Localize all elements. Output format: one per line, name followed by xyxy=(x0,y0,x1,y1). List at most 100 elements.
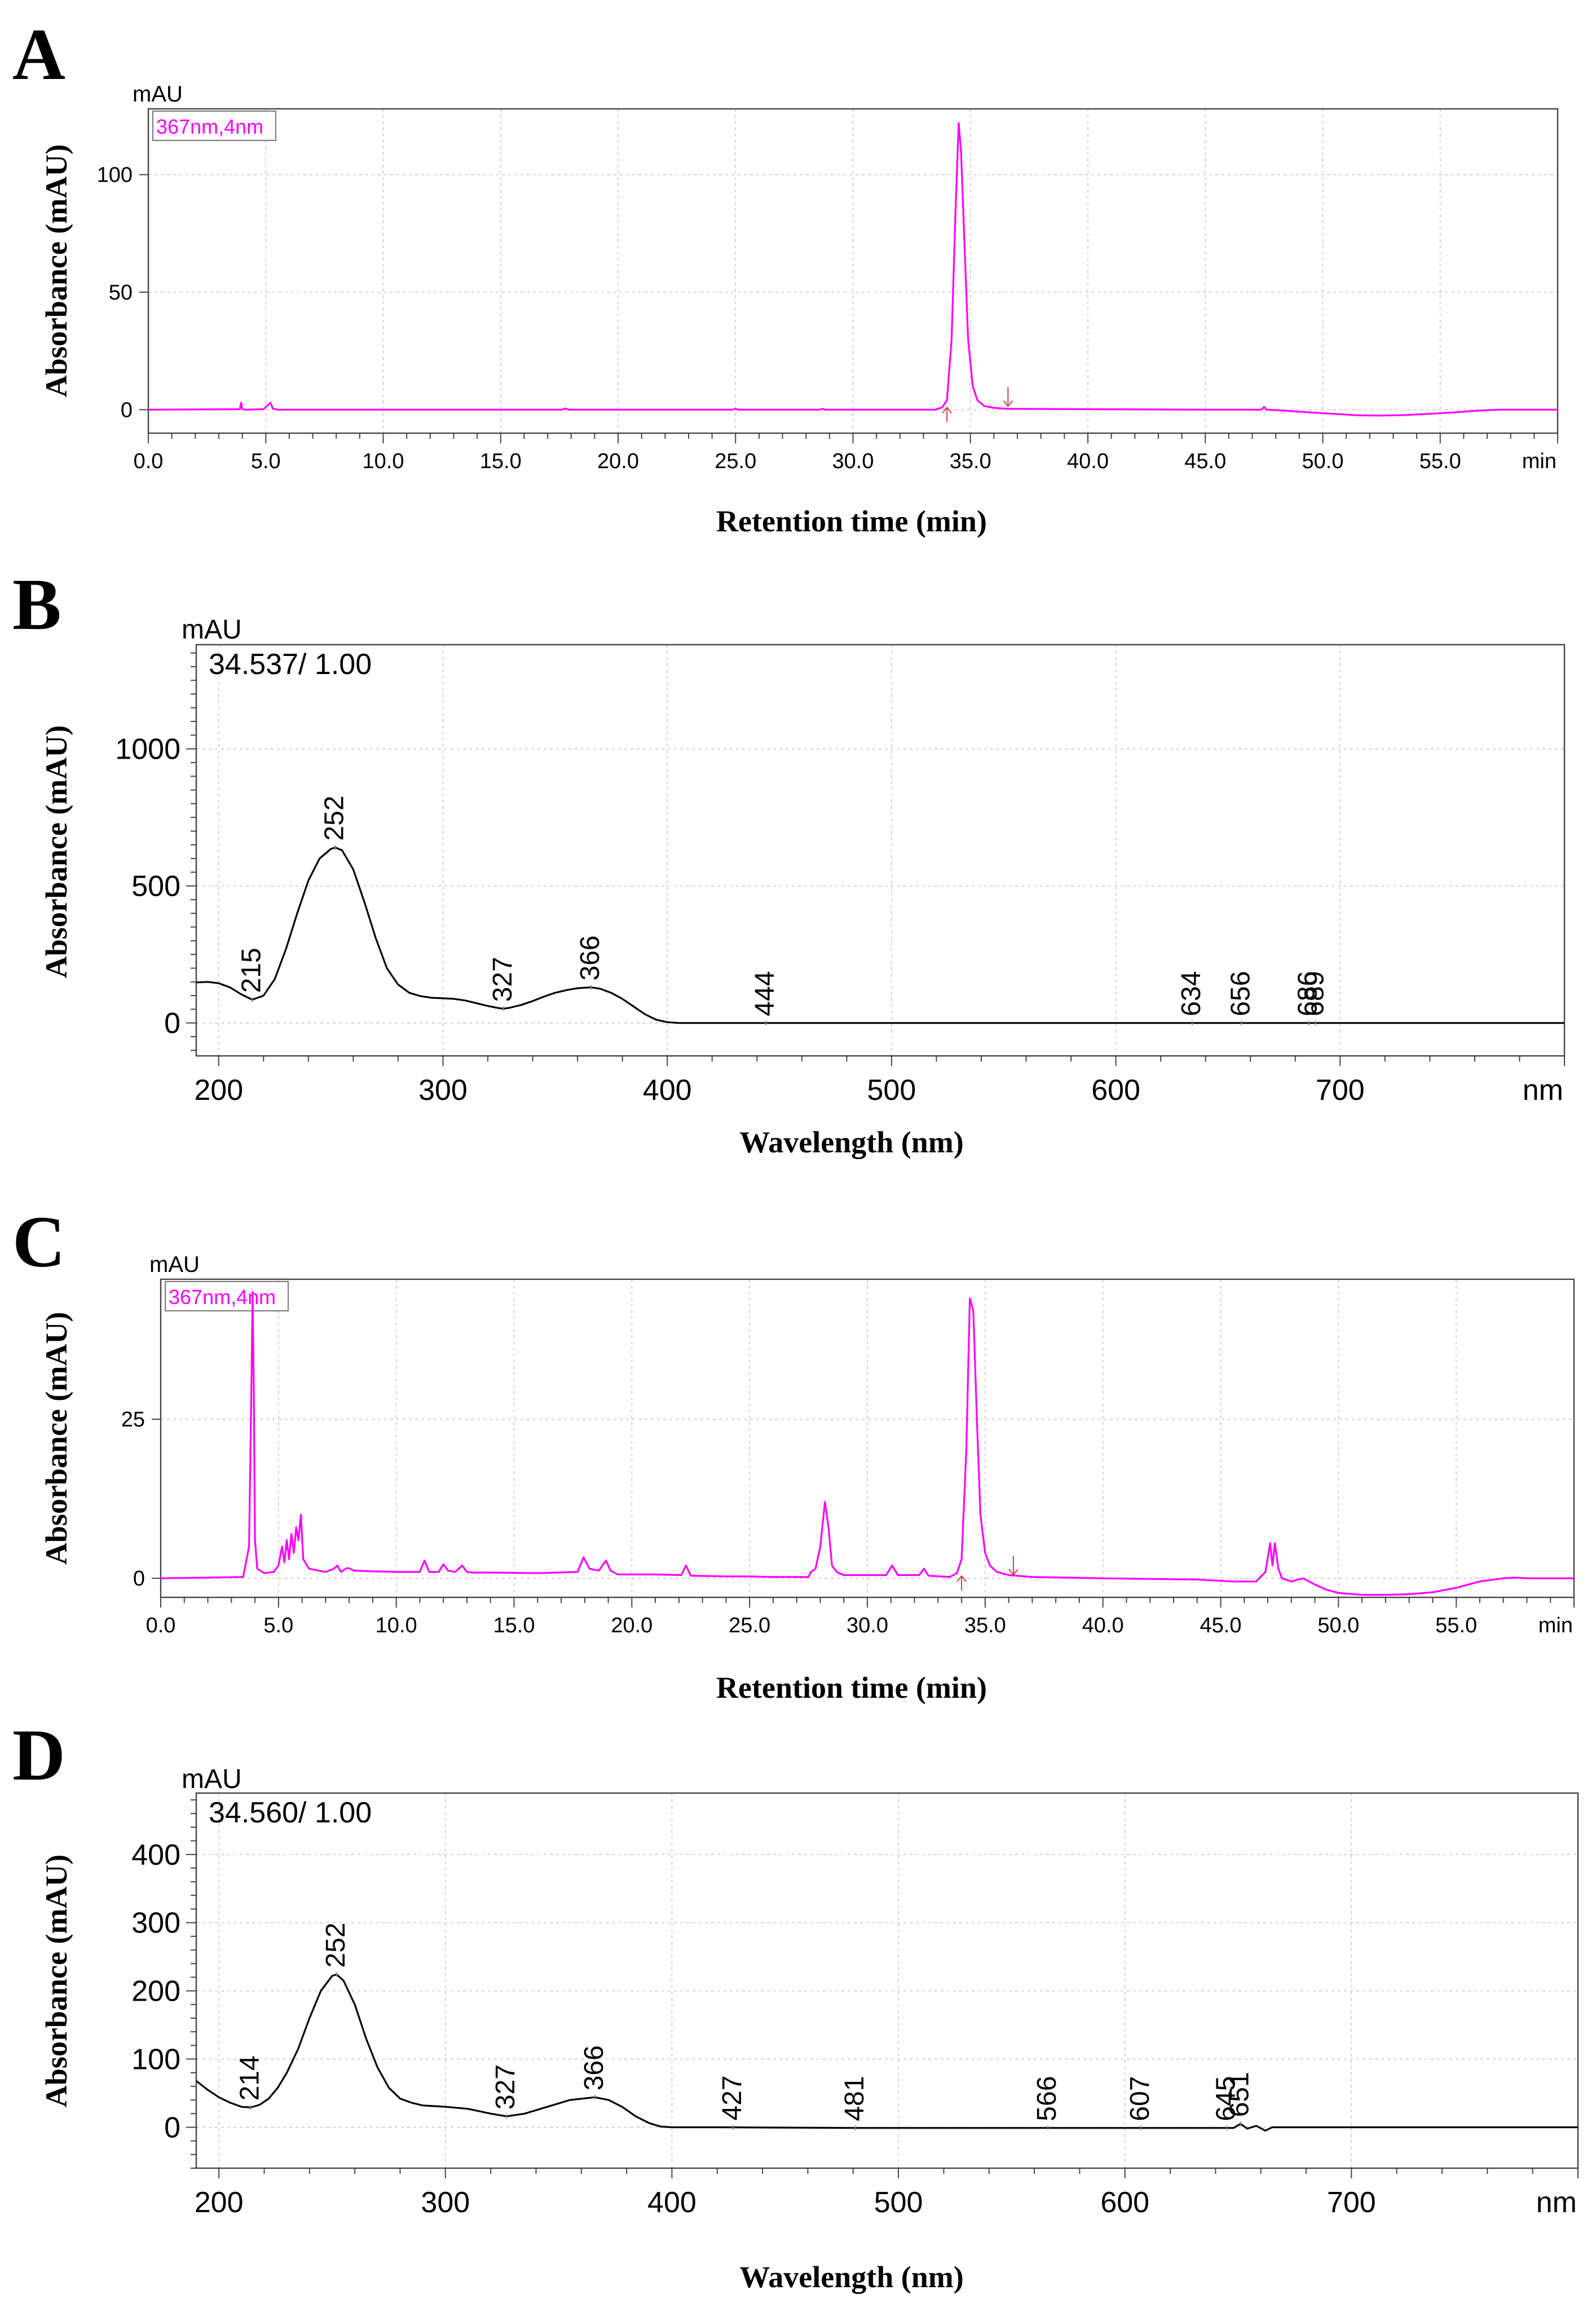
peak-label: 327 xyxy=(488,957,518,1002)
peak-label: 686 xyxy=(1293,971,1323,1016)
series-line xyxy=(148,122,1558,417)
x-tick-label: 200 xyxy=(195,2186,244,2219)
axis-ticks xyxy=(186,1799,1579,2178)
x-tick-label: 40.0 xyxy=(1067,450,1109,473)
x-tick-label: 10.0 xyxy=(376,1614,417,1637)
panel-label: C xyxy=(12,1201,65,1283)
y-unit-label: mAU xyxy=(133,82,183,107)
x-tick-label: 0.0 xyxy=(146,1614,176,1637)
x-unit-label: nm xyxy=(1536,2186,1577,2219)
peak-label: 566 xyxy=(1032,2076,1062,2121)
y-tick-label: 50 xyxy=(109,281,133,305)
x-tick-label: 20.0 xyxy=(597,450,639,473)
axis-ticks xyxy=(139,174,1558,443)
peak-label: 366 xyxy=(579,2045,609,2090)
x-tick-label: 400 xyxy=(647,2186,696,2219)
x-tick-label: 45.0 xyxy=(1200,1614,1242,1637)
peak-label: 651 xyxy=(1225,2072,1255,2117)
x-tick-label: 30.0 xyxy=(847,1614,888,1637)
peak-label: 252 xyxy=(321,1923,351,1968)
grid xyxy=(196,1793,1578,2168)
y-tick-label: 400 xyxy=(131,1839,180,1871)
x-tick-label: 200 xyxy=(194,1074,243,1107)
x-tick-label: 500 xyxy=(867,1074,916,1107)
x-tick-label: 5.0 xyxy=(251,450,281,473)
peak-label: 215 xyxy=(236,948,266,993)
y-unit-label: mAU xyxy=(149,1252,200,1277)
panel-label: A xyxy=(12,14,65,95)
peak-label: 481 xyxy=(840,2076,870,2121)
y-tick-label: 0 xyxy=(164,2111,180,2144)
y-tick-label: 100 xyxy=(131,2044,180,2076)
y-tick-label: 1000 xyxy=(115,733,180,766)
x-tick-label: 25.0 xyxy=(729,1614,770,1637)
series-line xyxy=(160,1291,1574,1596)
x-tick-label: 35.0 xyxy=(964,1614,1006,1637)
marker-head xyxy=(942,406,952,413)
x-unit-label: min xyxy=(1538,1614,1573,1637)
integration-marker xyxy=(956,1575,967,1591)
x-tick-label: 0.0 xyxy=(134,450,164,473)
x-tick-label: 20.0 xyxy=(611,1614,652,1637)
x-tick-label: 30.0 xyxy=(832,450,874,473)
y-tick-label: 0 xyxy=(133,1567,145,1591)
x-tick-label: 15.0 xyxy=(480,450,522,473)
y-unit-label: mAU xyxy=(182,615,242,645)
x-tick-label: 50.0 xyxy=(1302,450,1344,473)
x-tick-label: 50.0 xyxy=(1317,1614,1359,1637)
y-tick-label: 0 xyxy=(164,1007,180,1040)
y-unit-label: mAU xyxy=(182,1764,242,1794)
marker-head xyxy=(1008,1569,1019,1576)
x-tick-label: 500 xyxy=(874,2186,923,2219)
panel-B: B 200 300 400 500 600 700 0 500 1000 mAU nm Waveleng… xyxy=(12,564,1566,1159)
panel-A: A 0.0 5.0 10.0 15.0 20.0 25.0 30.0 35.0 40.0 45.0 5… xyxy=(12,14,1559,538)
peak-label: 366 xyxy=(575,935,605,980)
x-tick-label: 15.0 xyxy=(493,1614,535,1637)
spectrum-stamp: 34.560/ 1.00 xyxy=(209,1796,372,1829)
x-tick-label: 300 xyxy=(418,1074,468,1107)
x-tick-label: 5.0 xyxy=(263,1614,293,1637)
x-tick-label: 700 xyxy=(1327,2186,1376,2219)
y-axis-title: Absorbance (mAU) xyxy=(39,1855,73,2107)
peak-label: 634 xyxy=(1176,971,1206,1016)
y-tick-label: 100 xyxy=(97,164,133,187)
peak-label: 689 xyxy=(1300,971,1330,1016)
channel-label: 367nm,4nm xyxy=(169,1285,276,1309)
integration-marker xyxy=(942,406,952,422)
x-tick-label: 40.0 xyxy=(1082,1614,1124,1637)
peak-label: 656 xyxy=(1225,971,1255,1016)
peak-label: 645 xyxy=(1211,2076,1241,2121)
x-axis-title: Retention time (min) xyxy=(716,504,987,538)
x-axis-title: Wavelength (nm) xyxy=(739,1125,964,1159)
series-line xyxy=(196,846,1564,1024)
plot-frame xyxy=(195,1792,1579,2169)
x-tick-label: 55.0 xyxy=(1419,450,1461,473)
integration-marker xyxy=(1003,387,1013,407)
channel-label-box xyxy=(152,111,276,141)
marker-head xyxy=(1003,400,1013,407)
panel-C: C 0.0 5.0 10.0 15.0 20.0 25.0 30.0 35.0 40.0 45.0 5… xyxy=(12,1201,1575,1705)
y-tick-label: 25 xyxy=(121,1408,145,1432)
y-axis-title: Absorbance (mAU) xyxy=(39,1312,73,1565)
grid xyxy=(148,109,1558,433)
panel-label: B xyxy=(12,564,61,645)
peak-label: 214 xyxy=(235,2055,264,2100)
panel-D: D 200 300 400 500 600 700 0 100 200 300 400 mAU nm Wav… xyxy=(12,1715,1579,2294)
spectrum-stamp: 34.537/ 1.00 xyxy=(209,648,372,681)
peak-label: 444 xyxy=(750,971,780,1016)
peak-label: 427 xyxy=(717,2076,747,2121)
x-axis-title: Wavelength (nm) xyxy=(739,2260,964,2294)
x-tick-label: 400 xyxy=(643,1074,692,1107)
x-tick-label: 10.0 xyxy=(363,450,404,473)
x-tick-label: 35.0 xyxy=(950,450,991,473)
plot-frame xyxy=(195,644,1566,1057)
x-tick-label: 700 xyxy=(1316,1074,1365,1107)
y-axis-title: Absorbance (mAU) xyxy=(39,725,73,978)
series-line xyxy=(196,1974,1578,2132)
y-axis-title: Absorbance (mAU) xyxy=(39,144,73,397)
channel-label-box xyxy=(165,1281,289,1311)
panel-label: D xyxy=(12,1715,65,1796)
x-tick-label: 45.0 xyxy=(1184,450,1226,473)
y-tick-label: 500 xyxy=(131,870,180,903)
